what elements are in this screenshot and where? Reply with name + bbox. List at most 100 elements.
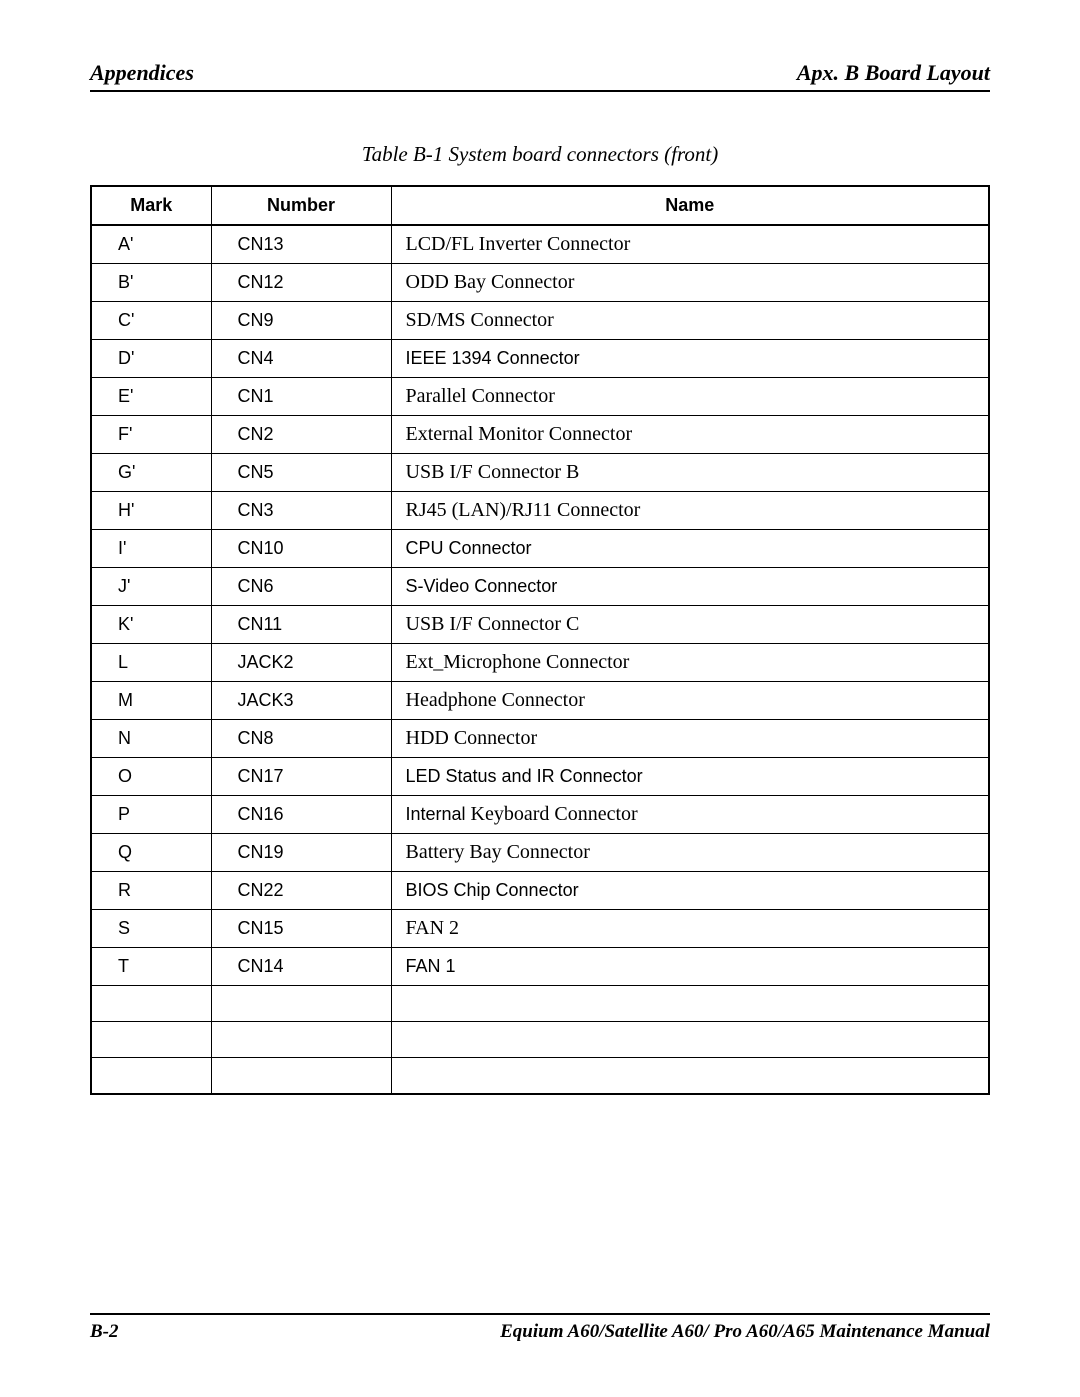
cell-mark: S — [91, 910, 211, 948]
cell-number: JACK3 — [211, 682, 391, 720]
cell-number: CN5 — [211, 454, 391, 492]
cell-mark: A' — [91, 225, 211, 264]
table-row: J'CN6S-Video Connector — [91, 568, 989, 606]
table-row — [91, 1022, 989, 1058]
cell-name: CPU Connector — [391, 530, 989, 568]
table-row: RCN22BIOS Chip Connector — [91, 872, 989, 910]
cell-name: Battery Bay Connector — [391, 834, 989, 872]
cell-number: CN19 — [211, 834, 391, 872]
cell-name: Internal Keyboard Connector — [391, 796, 989, 834]
cell-mark: H' — [91, 492, 211, 530]
cell-mark: T — [91, 948, 211, 986]
cell-mark: E' — [91, 378, 211, 416]
cell-mark: N — [91, 720, 211, 758]
table-row: D'CN4IEEE 1394 Connector — [91, 340, 989, 378]
table-row: I'CN10CPU Connector — [91, 530, 989, 568]
cell-name: RJ45 (LAN)/RJ11 Connector — [391, 492, 989, 530]
cell-number: JACK2 — [211, 644, 391, 682]
cell-mark: M — [91, 682, 211, 720]
table-row — [91, 1058, 989, 1094]
table-row — [91, 986, 989, 1022]
table-row: LJACK2Ext_Microphone Connector — [91, 644, 989, 682]
cell-number: CN22 — [211, 872, 391, 910]
table-row: K'CN11USB I/F Connector C — [91, 606, 989, 644]
page-footer: B-2 Equium A60/Satellite A60/ Pro A60/A6… — [90, 1313, 990, 1343]
table-row: MJACK3Headphone Connector — [91, 682, 989, 720]
cell-name: HDD Connector — [391, 720, 989, 758]
connectors-table: Mark Number Name A'CN13LCD/FL Inverter C… — [90, 185, 990, 1095]
cell-name: USB I/F Connector B — [391, 454, 989, 492]
col-header-name: Name — [391, 186, 989, 225]
cell-mark — [91, 986, 211, 1022]
cell-name: IEEE 1394 Connector — [391, 340, 989, 378]
cell-name: ODD Bay Connector — [391, 264, 989, 302]
table-row: NCN8HDD Connector — [91, 720, 989, 758]
cell-number — [211, 986, 391, 1022]
cell-name: LCD/FL Inverter Connector — [391, 225, 989, 264]
cell-number: CN6 — [211, 568, 391, 606]
table-row: B'CN12ODD Bay Connector — [91, 264, 989, 302]
table-row: QCN19Battery Bay Connector — [91, 834, 989, 872]
cell-name: SD/MS Connector — [391, 302, 989, 340]
cell-mark: L — [91, 644, 211, 682]
cell-name — [391, 986, 989, 1022]
cell-mark: Q — [91, 834, 211, 872]
cell-mark: I' — [91, 530, 211, 568]
table-row: G'CN5USB I/F Connector B — [91, 454, 989, 492]
cell-mark — [91, 1058, 211, 1094]
footer-right: Equium A60/Satellite A60/ Pro A60/A65 Ma… — [500, 1321, 990, 1343]
cell-name — [391, 1058, 989, 1094]
table-row: A'CN13LCD/FL Inverter Connector — [91, 225, 989, 264]
table-caption: Table B-1 System board connectors (front… — [90, 142, 990, 167]
cell-name: FAN 1 — [391, 948, 989, 986]
header-right: Apx. B Board Layout — [797, 60, 990, 86]
cell-name: LED Status and IR Connector — [391, 758, 989, 796]
cell-number: CN13 — [211, 225, 391, 264]
cell-mark: K' — [91, 606, 211, 644]
table-row: TCN14FAN 1 — [91, 948, 989, 986]
cell-mark: D' — [91, 340, 211, 378]
cell-mark: G' — [91, 454, 211, 492]
table-row: OCN17LED Status and IR Connector — [91, 758, 989, 796]
table-row: PCN16Internal Keyboard Connector — [91, 796, 989, 834]
cell-name — [391, 1022, 989, 1058]
cell-number: CN17 — [211, 758, 391, 796]
cell-number: CN3 — [211, 492, 391, 530]
cell-mark: O — [91, 758, 211, 796]
cell-number: CN4 — [211, 340, 391, 378]
table-row: H'CN3RJ45 (LAN)/RJ11 Connector — [91, 492, 989, 530]
cell-mark: J' — [91, 568, 211, 606]
cell-number: CN8 — [211, 720, 391, 758]
cell-number: CN16 — [211, 796, 391, 834]
table-header-row: Mark Number Name — [91, 186, 989, 225]
col-header-number: Number — [211, 186, 391, 225]
table-row: SCN15FAN 2 — [91, 910, 989, 948]
table-row: C'CN9SD/MS Connector — [91, 302, 989, 340]
page-header: Appendices Apx. B Board Layout — [90, 60, 990, 92]
cell-mark: P — [91, 796, 211, 834]
cell-number: CN9 — [211, 302, 391, 340]
cell-name: S-Video Connector — [391, 568, 989, 606]
cell-mark — [91, 1022, 211, 1058]
footer-left: B-2 — [90, 1321, 119, 1343]
header-left: Appendices — [90, 60, 194, 86]
cell-number: CN10 — [211, 530, 391, 568]
cell-name: FAN 2 — [391, 910, 989, 948]
cell-name: Headphone Connector — [391, 682, 989, 720]
col-header-mark: Mark — [91, 186, 211, 225]
cell-number — [211, 1022, 391, 1058]
cell-name: USB I/F Connector C — [391, 606, 989, 644]
cell-number: CN1 — [211, 378, 391, 416]
cell-number: CN11 — [211, 606, 391, 644]
cell-number: CN15 — [211, 910, 391, 948]
cell-number: CN14 — [211, 948, 391, 986]
cell-mark: R — [91, 872, 211, 910]
cell-number: CN2 — [211, 416, 391, 454]
cell-number — [211, 1058, 391, 1094]
table-row: E'CN1Parallel Connector — [91, 378, 989, 416]
cell-mark: F' — [91, 416, 211, 454]
cell-number: CN12 — [211, 264, 391, 302]
cell-mark: B' — [91, 264, 211, 302]
cell-name: Parallel Connector — [391, 378, 989, 416]
cell-mark: C' — [91, 302, 211, 340]
